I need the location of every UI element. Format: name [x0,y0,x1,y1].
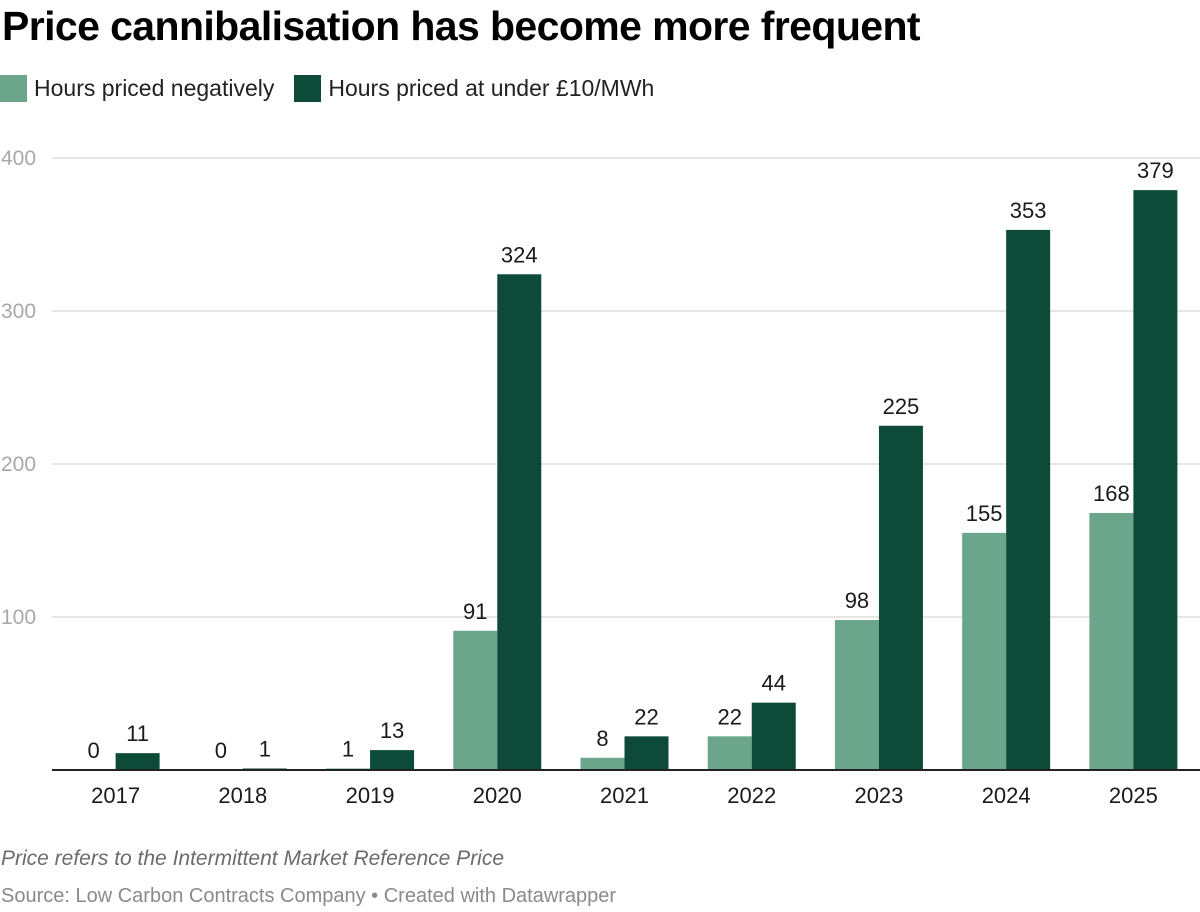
data-label-2022-negative: 22 [717,704,741,729]
data-label-2017-negative: 0 [87,738,99,763]
legend-swatch-under-10 [294,74,322,102]
bar-2023-under-10 [878,425,923,770]
chart-note: Price refers to the Intermittent Market … [1,847,505,870]
data-label-2021-under-10: 22 [634,704,658,729]
x-tick-label-2023: 2023 [854,783,903,808]
legend-item-negative: Hours priced negatively [0,74,275,102]
data-label-2020-negative: 91 [463,599,487,624]
data-label-2024-negative: 155 [966,501,1003,526]
bar-2022-under-10 [751,702,796,770]
legend-label-under-10: Hours priced at under £10/MWh [328,74,655,101]
data-label-2023-under-10: 225 [883,394,920,419]
y-tick-label-200: 200 [1,453,36,476]
chart-source: Source: Low Carbon Contracts Company • C… [1,885,617,907]
x-tick-label-2020: 2020 [473,783,522,808]
bar-2024-negative [962,532,1007,770]
x-tick-label-2025: 2025 [1109,783,1158,808]
data-label-2019-negative: 1 [342,736,354,761]
data-label-2024-under-10: 353 [1010,198,1047,223]
data-label-2025-negative: 168 [1093,481,1130,506]
bar-2025-negative [1089,512,1134,770]
bar-2021-negative [580,757,625,770]
data-label-2022-under-10: 44 [761,671,785,696]
bar-2019-under-10 [370,750,415,770]
x-tick-label-2018: 2018 [218,783,267,808]
x-tick-label-2022: 2022 [727,783,776,808]
data-label-2017-under-10: 11 [126,721,149,746]
y-tick-label-300: 300 [1,300,36,323]
chart-title: Price cannibalisation has become more fr… [2,3,921,49]
y-axis-ticks: 100 200 300 400 [1,147,36,629]
legend-label-negative: Hours priced negatively [34,74,275,101]
legend: Hours priced negatively Hours priced at … [0,74,674,102]
x-axis-ticks: 2017 2018 2019 2020 2021 2022 2023 2024 2025 [91,783,1158,808]
data-label-2020-under-10: 324 [501,242,538,267]
legend-item-under-10: Hours priced at under £10/MWh [294,74,655,102]
bar-2017-under-10 [115,753,160,770]
data-label-2025-under-10: 379 [1137,158,1174,183]
x-tick-label-2019: 2019 [346,783,395,808]
data-label-2018-under-10: 1 [259,736,271,761]
data-label-2019-under-10: 13 [380,718,404,743]
data-label-2018-negative: 0 [215,738,227,763]
y-tick-label-400: 400 [1,147,36,170]
bar-2020-negative [453,630,498,770]
y-tick-label-100: 100 [1,606,36,629]
x-tick-label-2024: 2024 [982,783,1031,808]
x-tick-label-2017: 2017 [91,783,140,808]
bar-2023-negative [834,620,879,770]
bars [115,190,1178,770]
data-label-2021-negative: 8 [596,726,608,751]
legend-swatch-negative [0,74,27,102]
data-label-2023-negative: 98 [845,588,869,613]
bar-2020-under-10 [497,274,542,770]
bar-2021-under-10 [624,736,669,770]
bar-2025-under-10 [1133,190,1178,770]
bar-2022-negative [707,736,752,770]
x-tick-label-2021: 2021 [600,783,649,808]
bar-2024-under-10 [1006,229,1051,770]
